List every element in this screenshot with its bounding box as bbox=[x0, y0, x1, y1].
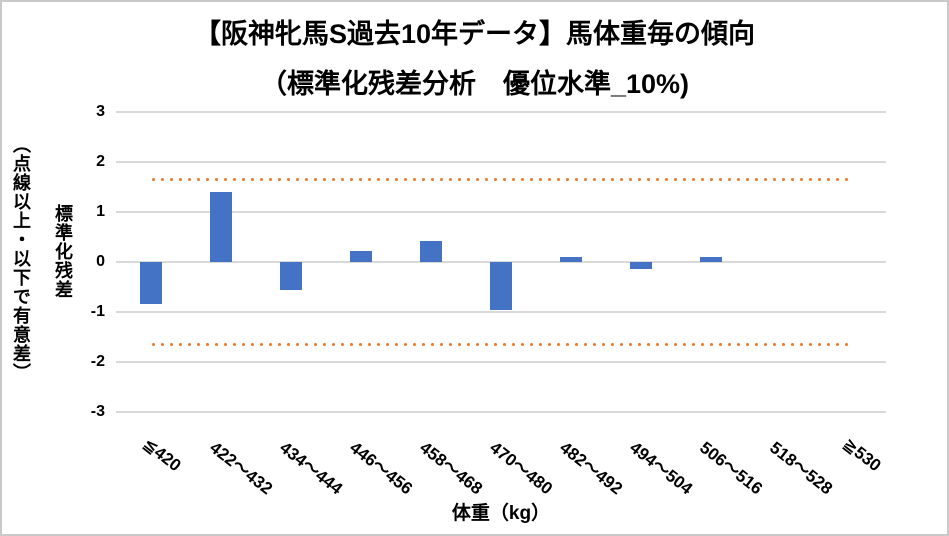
x-tick-label: 506～516 bbox=[696, 437, 767, 499]
gridline bbox=[116, 361, 886, 363]
bar bbox=[140, 262, 162, 304]
x-axis-title: 体重（kg） bbox=[451, 503, 551, 524]
gridline bbox=[116, 211, 886, 213]
gridline bbox=[116, 311, 886, 313]
y-tick-label: 1 bbox=[96, 203, 105, 220]
significance-dotted-line bbox=[149, 178, 849, 182]
bar bbox=[630, 262, 652, 269]
bar bbox=[490, 262, 512, 310]
bar bbox=[560, 257, 582, 262]
x-tick-label: 518～528 bbox=[766, 437, 837, 499]
x-tick-label: 422～432 bbox=[206, 437, 277, 499]
bar bbox=[210, 192, 232, 262]
y-tick-label: -2 bbox=[90, 353, 105, 370]
chart-title-line2: （標準化残差分析 優位水準_10%) bbox=[259, 69, 690, 99]
x-tick-label: 494～504 bbox=[626, 437, 697, 499]
plot-area bbox=[116, 111, 886, 413]
significance-dotted-line bbox=[149, 342, 849, 346]
gridline bbox=[116, 111, 886, 113]
x-tick-label: 470～480 bbox=[486, 437, 557, 499]
y-tick-label: 0 bbox=[96, 253, 105, 270]
gridline bbox=[116, 411, 886, 413]
x-tick-label: 434～444 bbox=[276, 437, 347, 499]
x-tick-label: 446～456 bbox=[346, 437, 417, 499]
y-tick-label: 2 bbox=[96, 153, 105, 170]
y-tick-label: 3 bbox=[96, 103, 105, 120]
chart-title-line1: 【阪神牝馬S過去10年データ】馬体重毎の傾向 bbox=[193, 19, 756, 49]
x-tick-label: ≦420 bbox=[139, 434, 185, 476]
x-tick-label: ≧530 bbox=[839, 434, 885, 476]
bar bbox=[280, 262, 302, 290]
gridline bbox=[116, 161, 886, 163]
bar bbox=[420, 240, 442, 262]
bar bbox=[350, 250, 372, 262]
x-tick-label: 458～468 bbox=[416, 437, 487, 499]
y-tick-label: -1 bbox=[90, 303, 105, 320]
bar bbox=[700, 257, 722, 262]
y-axis-title-note: （点線以上・以下で有意差） bbox=[11, 135, 31, 382]
y-axis-title: 標準化残差 bbox=[53, 204, 73, 299]
y-tick-label: -3 bbox=[90, 403, 105, 420]
x-tick-label: 482～492 bbox=[556, 437, 627, 499]
